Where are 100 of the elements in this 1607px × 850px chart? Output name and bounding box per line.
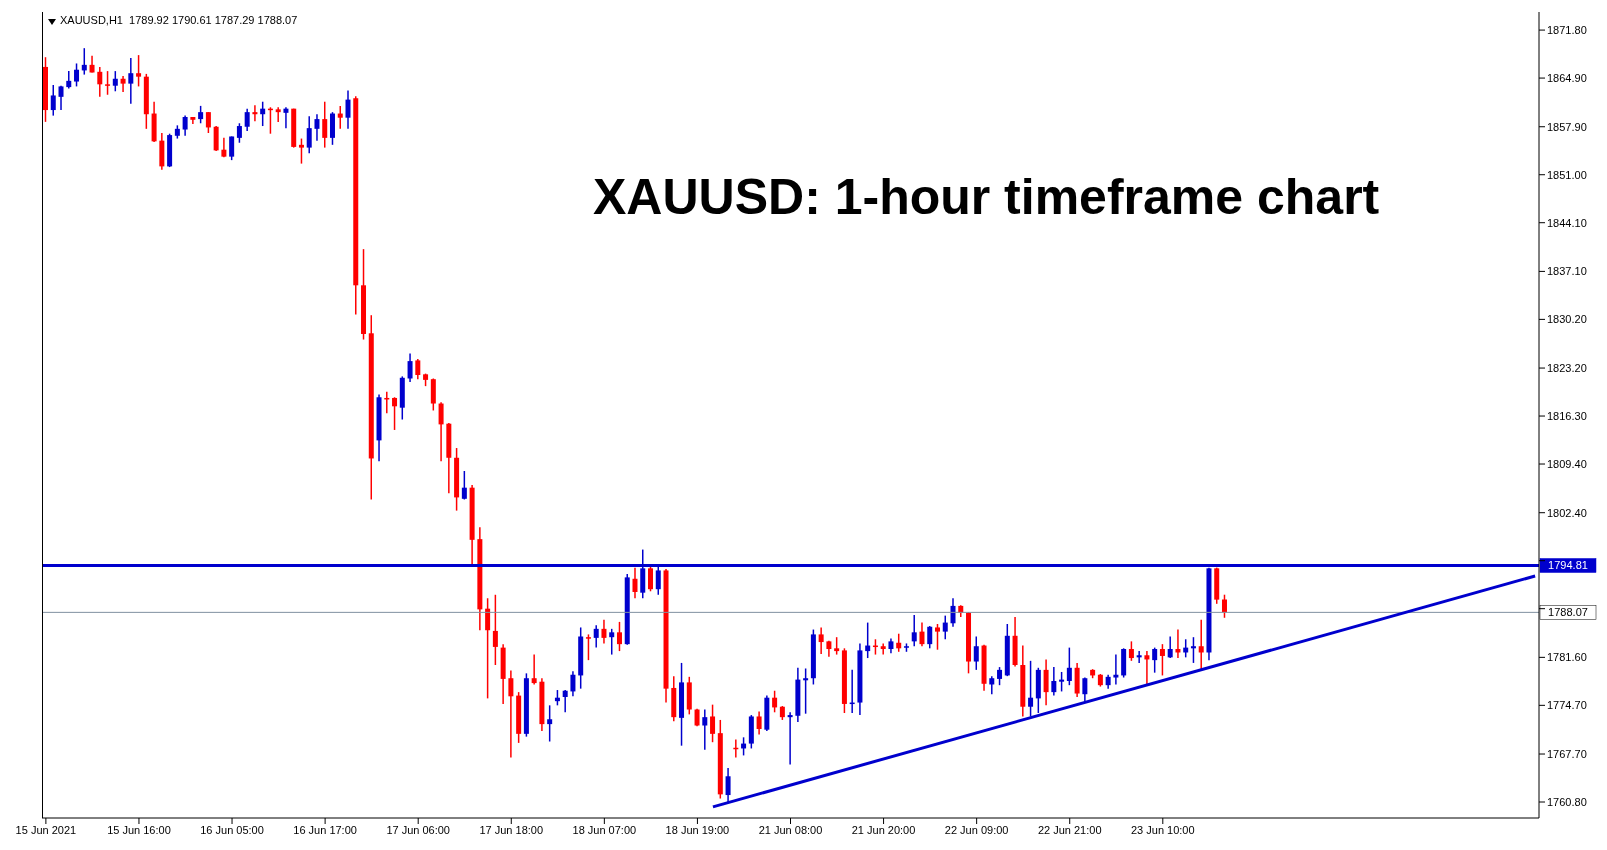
x-tick-label: 18 Jun 19:00 [665,823,730,836]
candlestick [632,566,638,599]
candlestick [710,703,716,743]
candlestick [275,106,281,123]
candlestick [252,104,258,122]
x-tick-label: 18 Jun 07:00 [572,823,637,836]
candlestick [1059,671,1065,693]
candlestick [407,352,413,383]
candlestick [880,642,886,656]
candlestick [182,114,188,137]
y-tick-label: 1802.40 [1547,506,1587,519]
candlestick [1152,646,1158,674]
candlestick [547,704,553,743]
chart-subtitle: XAUUSD,H1 1789.92 1790.61 1787.29 1788.07 [60,14,298,26]
x-tick-label: 22 Jun 21:00 [1037,823,1102,836]
candlestick [1144,650,1150,686]
candlestick [229,135,235,161]
candlestick [593,624,599,649]
candlestick [337,105,343,130]
y-tick-label: 1864.90 [1547,71,1587,84]
candlestick [935,623,940,651]
candlestick [314,113,320,142]
y-tick-label: 1774.70 [1547,699,1587,712]
candlestick [298,137,304,165]
x-tick-label: 21 Jun 20:00 [851,823,916,836]
y-tick-label: 1830.20 [1547,313,1587,326]
candlestick [927,625,933,650]
candlestick [438,401,444,462]
candlestick [818,626,824,655]
candlestick [609,628,615,656]
candlestick [236,122,242,144]
y-tick-label: 1816.30 [1547,409,1587,422]
candlestick [306,115,312,154]
ref-line-label: 1794.81 [1548,559,1588,572]
candlestick [244,107,250,132]
x-tick-label: 15 Jun 16:00 [107,823,171,836]
candlestick [787,711,793,766]
candlestick [120,75,126,93]
x-tick-label: 21 Jun 08:00 [758,823,823,836]
candlestick [997,666,1003,686]
candlestick [213,125,219,152]
candlestick [1198,619,1204,670]
y-tick-label: 1809.40 [1547,457,1587,470]
candlestick [531,653,537,686]
candlestick [508,669,514,759]
candlestick [136,54,142,88]
x-tick-label: 22 Jun 09:00 [944,823,1009,836]
y-tick-label: 1844.10 [1547,216,1587,229]
candlestick [205,111,211,134]
candlestick [616,621,622,652]
candlestick [58,84,64,111]
y-tick-label: 1837.10 [1547,265,1587,278]
candlestick [585,633,591,661]
y-tick-label: 1781.60 [1547,651,1587,664]
candlestick [128,57,134,105]
candlestick [105,70,111,96]
candlestick [50,84,56,117]
candlestick [973,635,979,671]
candlestick [1128,640,1134,662]
x-tick-label: 17 Jun 18:00 [479,823,544,836]
x-tick-label: 15 Jun 2021 [15,823,77,836]
y-tick-label: 1871.80 [1547,23,1587,36]
candlestick [1167,635,1173,659]
y-tick-label: 1823.20 [1547,361,1587,374]
candlestick [803,667,809,715]
candlestick [415,358,421,380]
candlestick [570,670,576,698]
candlestick [1221,593,1227,619]
y-tick-label: 1851.00 [1547,168,1587,181]
y-tick-label: 1767.70 [1547,747,1587,760]
ref-line-label: 1788.07 [1548,606,1588,619]
candlestick [989,675,995,695]
candlestick [911,614,917,647]
candlestick [950,597,956,628]
candlestick [74,62,80,88]
candlestick [1051,666,1057,697]
candlestick [485,597,491,700]
candlestick [756,710,762,736]
candlestick [392,396,398,431]
x-tick-label: 23 Jun 10:00 [1131,823,1195,836]
candlestick [1043,658,1049,707]
candlestick [461,470,467,501]
candlestick [1028,660,1034,718]
candlestick [601,619,607,645]
candlestick [97,66,103,98]
candlestick [919,621,925,647]
candlestick [1066,646,1072,686]
candlestick [1113,653,1119,686]
y-tick-label: 1857.90 [1547,120,1587,133]
text: XAUUSD: 1-hour timeframe chart [593,168,1380,226]
candlestick [772,689,778,714]
candlestick [283,106,289,129]
candlestick [725,767,731,803]
candlestick [702,708,708,751]
candlestick [1136,650,1142,664]
candlestick [562,689,568,714]
candlestick [322,100,328,149]
x-tick-label: 17 Jun 06:00 [386,823,450,836]
candlestick [112,70,118,93]
candlestick [492,594,498,666]
